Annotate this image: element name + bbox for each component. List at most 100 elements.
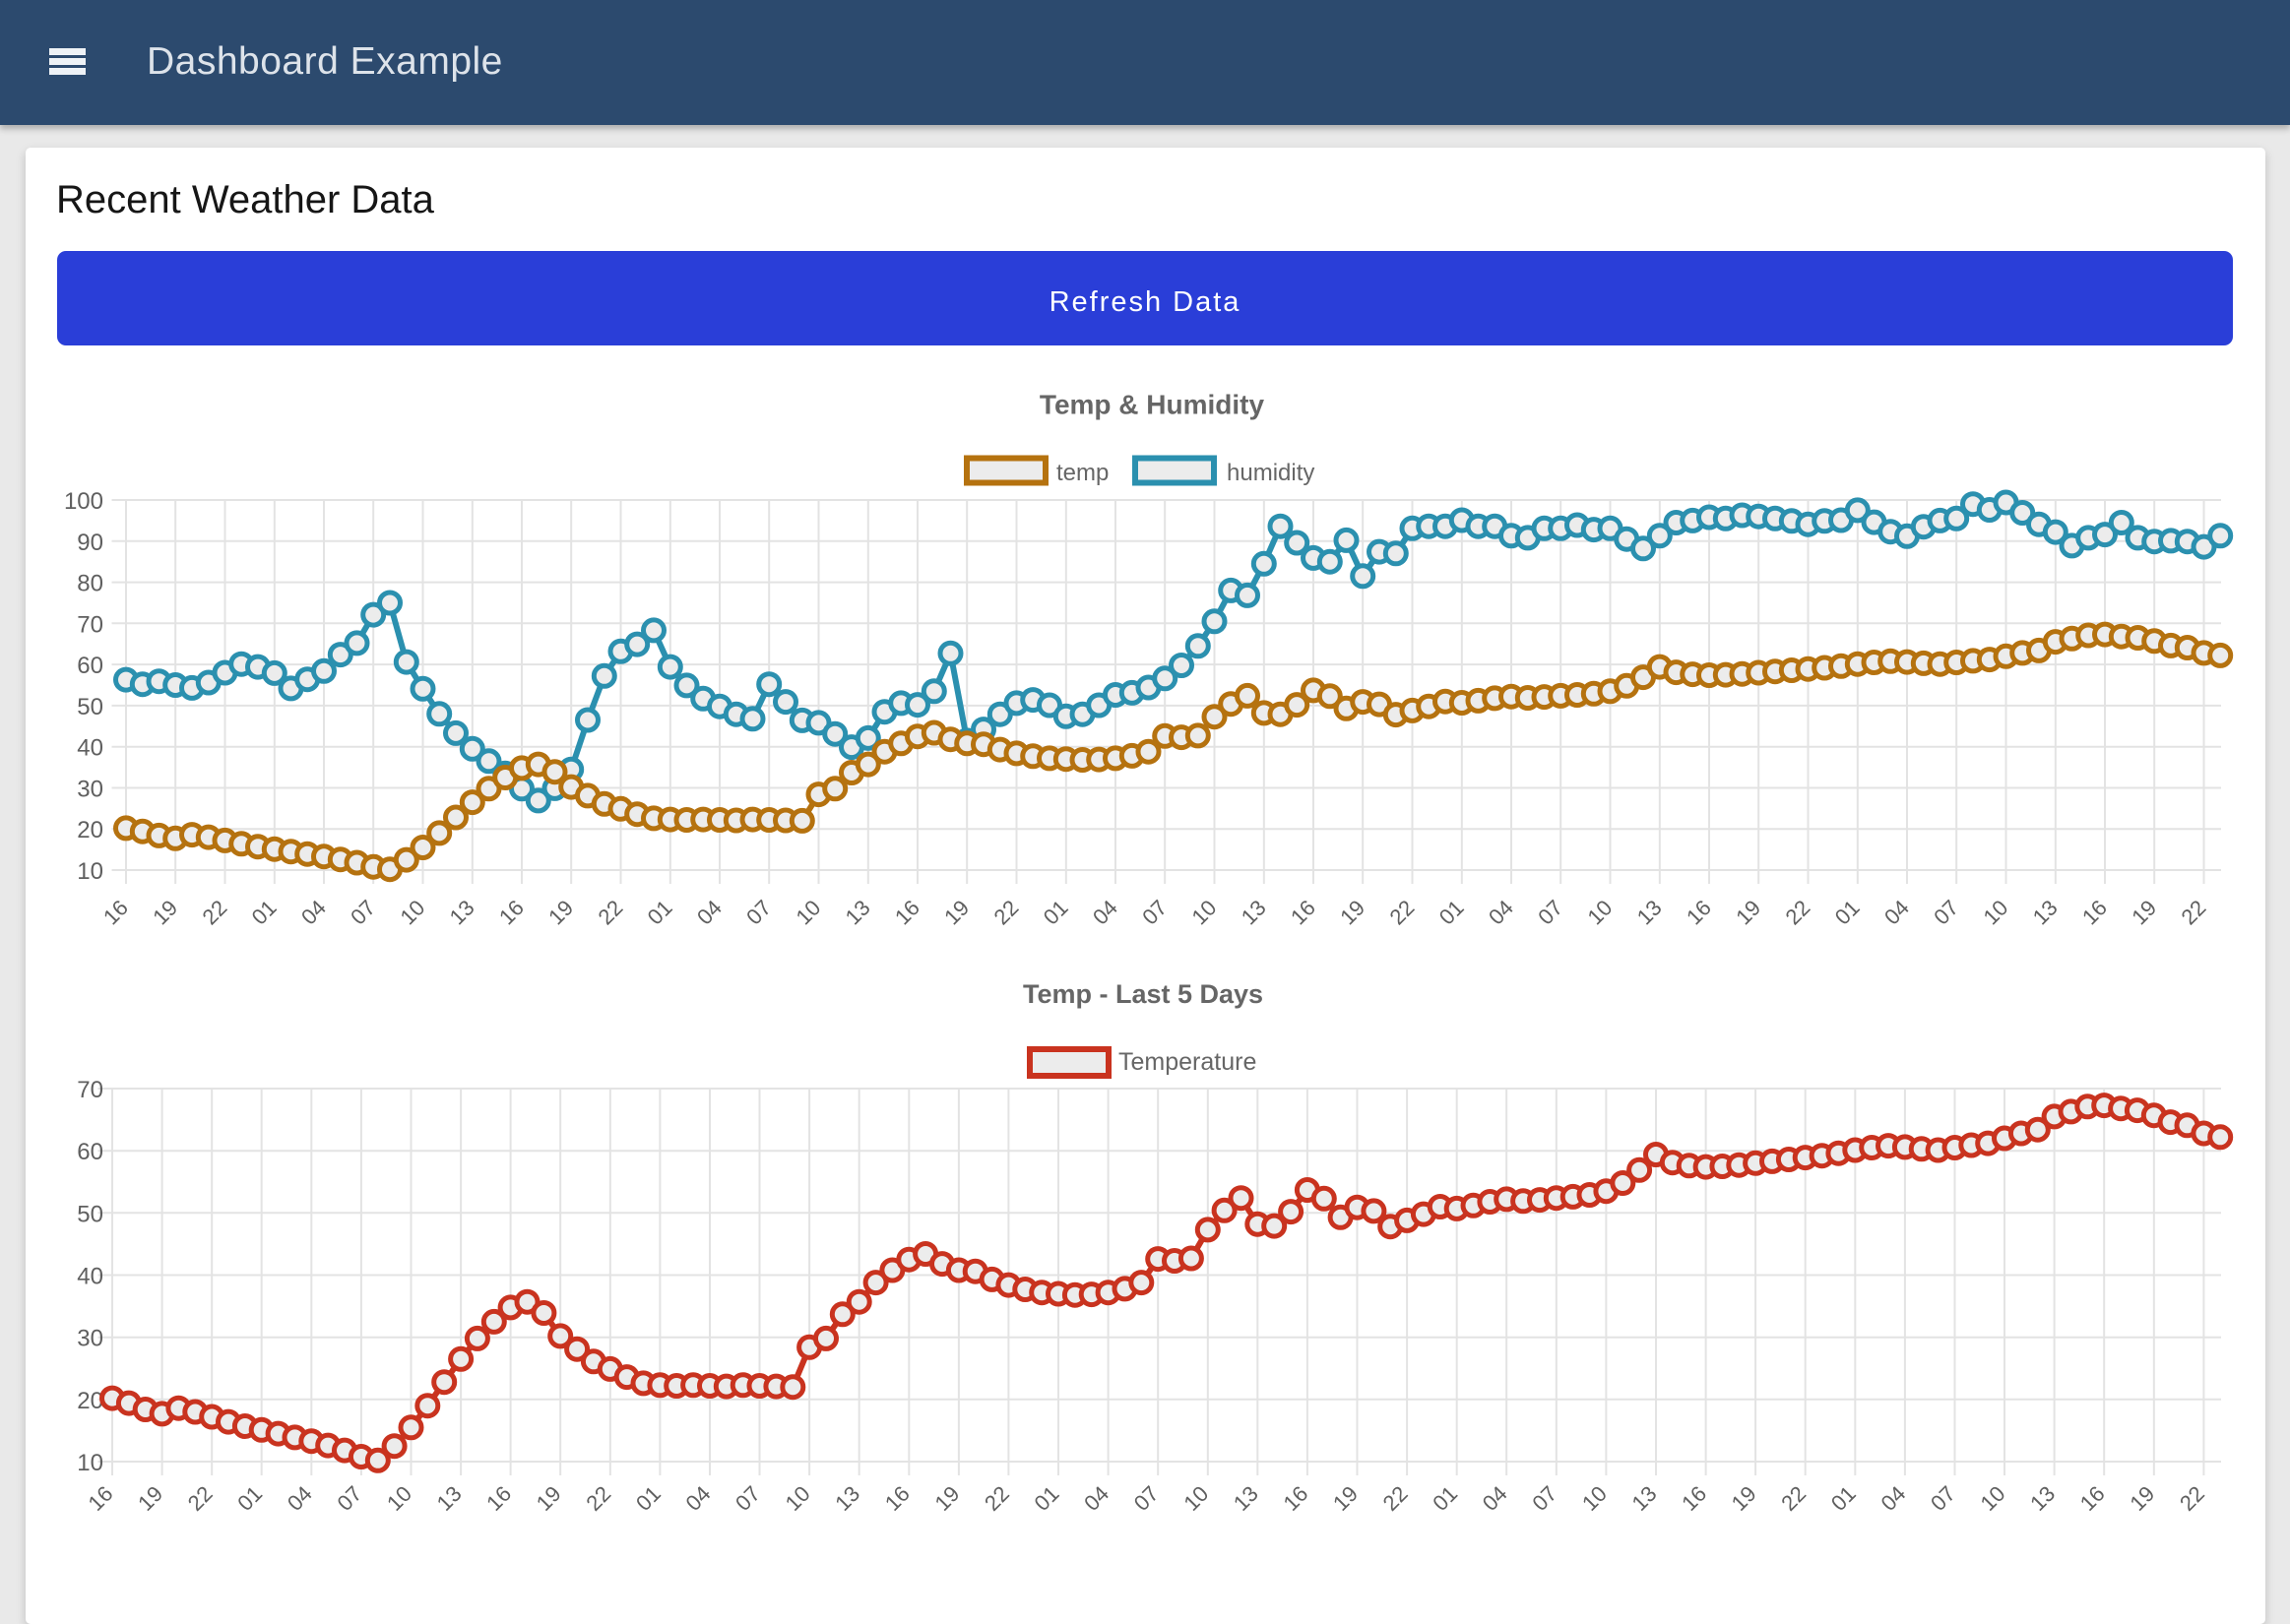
svg-text:22: 22: [1776, 1481, 1811, 1516]
svg-text:22: 22: [1378, 1481, 1413, 1516]
svg-text:16: 16: [1682, 895, 1716, 929]
svg-text:19: 19: [1727, 1481, 1761, 1516]
svg-text:13: 13: [1229, 1481, 1263, 1516]
svg-text:01: 01: [232, 1481, 267, 1516]
svg-text:10: 10: [1978, 895, 2012, 929]
svg-text:Temperature: Temperature: [1118, 1048, 1256, 1076]
svg-text:04: 04: [1876, 1481, 1910, 1516]
svg-text:16: 16: [481, 1481, 516, 1516]
svg-text:50: 50: [77, 1201, 103, 1227]
svg-text:19: 19: [133, 1481, 167, 1516]
svg-text:10: 10: [1186, 895, 1221, 929]
svg-text:10: 10: [77, 858, 103, 885]
svg-text:10: 10: [1577, 1481, 1612, 1516]
svg-text:Temp - Last 5 Days: Temp - Last 5 Days: [1023, 979, 1263, 1009]
svg-text:13: 13: [1627, 1481, 1662, 1516]
svg-text:10: 10: [382, 1481, 416, 1516]
svg-text:10: 10: [791, 895, 825, 929]
svg-text:16: 16: [1278, 1481, 1312, 1516]
svg-text:10: 10: [77, 1450, 103, 1476]
svg-text:04: 04: [681, 1481, 716, 1516]
svg-text:22: 22: [2176, 895, 2210, 929]
svg-text:01: 01: [1434, 895, 1469, 929]
svg-text:04: 04: [1079, 1481, 1113, 1516]
svg-text:07: 07: [1129, 1481, 1164, 1516]
svg-text:10: 10: [1582, 895, 1617, 929]
svg-text:40: 40: [77, 735, 103, 762]
svg-text:20: 20: [77, 1388, 103, 1414]
svg-text:01: 01: [631, 1481, 666, 1516]
svg-text:01: 01: [247, 895, 282, 929]
svg-text:19: 19: [929, 1481, 964, 1516]
svg-text:22: 22: [2175, 1481, 2209, 1516]
svg-text:70: 70: [77, 1077, 103, 1103]
svg-text:01: 01: [1826, 1481, 1861, 1516]
svg-text:19: 19: [1328, 1481, 1363, 1516]
svg-text:13: 13: [1632, 895, 1667, 929]
svg-text:19: 19: [543, 895, 578, 929]
svg-text:04: 04: [283, 1481, 317, 1516]
svg-text:60: 60: [77, 1139, 103, 1165]
svg-text:07: 07: [731, 1481, 765, 1516]
svg-text:90: 90: [77, 530, 103, 556]
svg-text:13: 13: [830, 1481, 864, 1516]
svg-text:16: 16: [890, 895, 924, 929]
svg-text:13: 13: [445, 895, 479, 929]
svg-text:01: 01: [643, 895, 677, 929]
svg-text:30: 30: [77, 777, 103, 803]
svg-text:13: 13: [432, 1481, 467, 1516]
svg-text:13: 13: [841, 895, 875, 929]
svg-text:19: 19: [532, 1481, 566, 1516]
svg-text:Temp & Humidity: Temp & Humidity: [1040, 390, 1265, 420]
svg-text:04: 04: [692, 895, 727, 929]
svg-text:07: 07: [1929, 895, 1963, 929]
svg-text:04: 04: [1088, 895, 1122, 929]
svg-text:16: 16: [98, 895, 133, 929]
svg-text:07: 07: [332, 1481, 366, 1516]
svg-text:04: 04: [296, 895, 331, 929]
svg-text:19: 19: [2125, 1481, 2159, 1516]
svg-text:16: 16: [880, 1481, 915, 1516]
svg-text:19: 19: [939, 895, 974, 929]
svg-text:70: 70: [77, 611, 103, 638]
svg-text:22: 22: [988, 895, 1023, 929]
svg-text:13: 13: [1237, 895, 1271, 929]
svg-text:19: 19: [148, 895, 182, 929]
svg-text:100: 100: [64, 488, 103, 515]
svg-text:04: 04: [1478, 1481, 1512, 1516]
svg-text:16: 16: [2077, 895, 2112, 929]
svg-text:07: 07: [1527, 1481, 1561, 1516]
svg-text:60: 60: [77, 653, 103, 679]
svg-text:19: 19: [1731, 895, 1765, 929]
svg-text:22: 22: [1780, 895, 1814, 929]
svg-text:01: 01: [1830, 895, 1865, 929]
svg-text:22: 22: [593, 895, 627, 929]
svg-text:10: 10: [1976, 1481, 2010, 1516]
svg-text:07: 07: [346, 895, 380, 929]
svg-text:13: 13: [2028, 895, 2063, 929]
svg-text:80: 80: [77, 571, 103, 597]
svg-text:04: 04: [1879, 895, 1914, 929]
svg-text:50: 50: [77, 694, 103, 720]
svg-text:16: 16: [84, 1481, 118, 1516]
svg-text:16: 16: [1677, 1481, 1711, 1516]
svg-text:01: 01: [1039, 895, 1073, 929]
svg-text:16: 16: [2075, 1481, 2110, 1516]
svg-text:19: 19: [2127, 895, 2161, 929]
svg-text:10: 10: [1178, 1481, 1213, 1516]
svg-text:20: 20: [77, 817, 103, 843]
svg-text:22: 22: [581, 1481, 615, 1516]
svg-text:10: 10: [395, 895, 429, 929]
svg-text:19: 19: [1335, 895, 1369, 929]
svg-text:22: 22: [1384, 895, 1419, 929]
svg-text:07: 07: [741, 895, 776, 929]
svg-text:07: 07: [1926, 1481, 1960, 1516]
svg-text:16: 16: [1286, 895, 1320, 929]
svg-text:01: 01: [1030, 1481, 1064, 1516]
svg-text:22: 22: [197, 895, 231, 929]
svg-text:temp: temp: [1056, 460, 1109, 486]
svg-text:40: 40: [77, 1264, 103, 1290]
svg-text:30: 30: [77, 1326, 103, 1352]
svg-text:16: 16: [494, 895, 529, 929]
svg-text:07: 07: [1533, 895, 1567, 929]
